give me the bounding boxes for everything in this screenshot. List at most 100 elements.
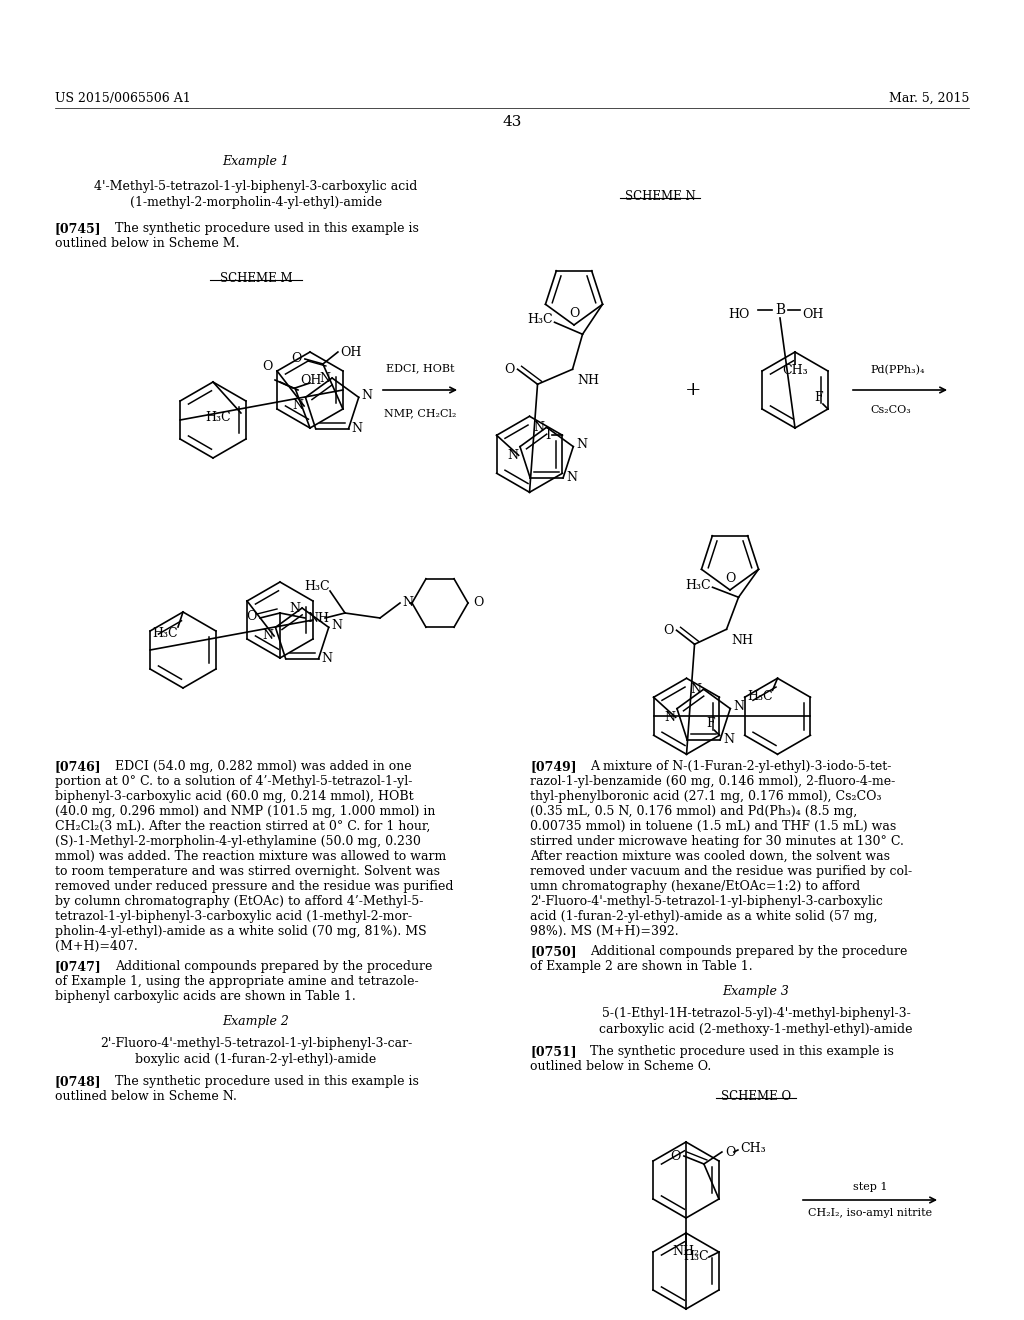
Text: I: I <box>545 428 551 442</box>
Text: O: O <box>568 308 580 319</box>
Text: N: N <box>351 422 362 436</box>
Text: NH: NH <box>307 611 329 624</box>
Text: NH: NH <box>731 635 754 647</box>
Text: N: N <box>293 400 303 412</box>
Text: outlined below in Scheme O.: outlined below in Scheme O. <box>530 1060 712 1073</box>
Text: F: F <box>814 391 823 404</box>
Text: outlined below in Scheme N.: outlined below in Scheme N. <box>55 1090 237 1104</box>
Text: CH₃: CH₃ <box>782 364 808 378</box>
Text: The synthetic procedure used in this example is: The synthetic procedure used in this exa… <box>115 222 419 235</box>
Text: 2'-Fluoro-4'-methyl-5-tetrazol-1-yl-biphenyl-3-carboxylic: 2'-Fluoro-4'-methyl-5-tetrazol-1-yl-biph… <box>530 895 883 908</box>
Text: carboxylic acid (2-methoxy-1-methyl-ethyl)-amide: carboxylic acid (2-methoxy-1-methyl-ethy… <box>599 1023 912 1035</box>
Text: N: N <box>361 389 373 401</box>
Text: [0750]: [0750] <box>530 945 577 958</box>
Text: N: N <box>507 449 518 462</box>
Text: N: N <box>566 471 578 484</box>
Text: O: O <box>671 1150 681 1163</box>
Text: EDCI (54.0 mg, 0.282 mmol) was added in one: EDCI (54.0 mg, 0.282 mmol) was added in … <box>115 760 412 774</box>
Text: Example 3: Example 3 <box>723 985 790 998</box>
Text: H₃C: H₃C <box>746 690 772 704</box>
Text: EDCI, HOBt: EDCI, HOBt <box>386 363 455 374</box>
Text: N: N <box>319 371 330 384</box>
Text: (0.35 mL, 0.5 N, 0.176 mmol) and Pd(Ph₃)₄ (8.5 mg,: (0.35 mL, 0.5 N, 0.176 mmol) and Pd(Ph₃)… <box>530 805 857 818</box>
Text: thyl-phenylboronic acid (27.1 mg, 0.176 mmol), Cs₂CO₃: thyl-phenylboronic acid (27.1 mg, 0.176 … <box>530 789 882 803</box>
Text: [0748]: [0748] <box>55 1074 101 1088</box>
Text: H₃C: H₃C <box>683 1250 709 1263</box>
Text: Additional compounds prepared by the procedure: Additional compounds prepared by the pro… <box>115 960 432 973</box>
Text: CH₂Cl₂(3 mL). After the reaction stirred at 0° C. for 1 hour,: CH₂Cl₂(3 mL). After the reaction stirred… <box>55 820 430 833</box>
Text: 5-(1-Ethyl-1H-tetrazol-5-yl)-4'-methyl-biphenyl-3-: 5-(1-Ethyl-1H-tetrazol-5-yl)-4'-methyl-b… <box>602 1007 910 1020</box>
Text: CH₃: CH₃ <box>740 1143 766 1155</box>
Text: O: O <box>725 572 735 585</box>
Text: H₃C: H₃C <box>527 313 553 326</box>
Text: HO: HO <box>729 309 750 322</box>
Text: [0751]: [0751] <box>530 1045 577 1059</box>
Text: portion at 0° C. to a solution of 4’-Methyl-5-tetrazol-1-yl-: portion at 0° C. to a solution of 4’-Met… <box>55 775 413 788</box>
Text: [0746]: [0746] <box>55 760 101 774</box>
Text: US 2015/0065506 A1: US 2015/0065506 A1 <box>55 92 190 106</box>
Text: 0.00735 mmol) in toluene (1.5 mL) and THF (1.5 mL) was: 0.00735 mmol) in toluene (1.5 mL) and TH… <box>530 820 896 833</box>
Text: outlined below in Scheme M.: outlined below in Scheme M. <box>55 238 240 249</box>
Text: Example 1: Example 1 <box>222 154 290 168</box>
Text: O: O <box>473 597 483 610</box>
Text: NMP, CH₂Cl₂: NMP, CH₂Cl₂ <box>384 408 456 418</box>
Text: razol-1-yl-benzamide (60 mg, 0.146 mmol), 2-fluoro-4-me-: razol-1-yl-benzamide (60 mg, 0.146 mmol)… <box>530 775 895 788</box>
Text: to room temperature and was stirred overnight. Solvent was: to room temperature and was stirred over… <box>55 865 440 878</box>
Text: removed under reduced pressure and the residue was purified: removed under reduced pressure and the r… <box>55 880 454 894</box>
Text: SCHEME N: SCHEME N <box>625 190 695 203</box>
Text: (40.0 mg, 0.296 mmol) and NMP (101.5 mg, 1.000 mmol) in: (40.0 mg, 0.296 mmol) and NMP (101.5 mg,… <box>55 805 435 818</box>
Text: mmol) was added. The reaction mixture was allowed to warm: mmol) was added. The reaction mixture wa… <box>55 850 446 863</box>
Text: [0745]: [0745] <box>55 222 101 235</box>
Text: H₃C: H₃C <box>304 579 330 593</box>
Text: NH: NH <box>578 375 599 387</box>
Text: N: N <box>690 682 701 696</box>
Text: +: + <box>685 381 701 399</box>
Text: SCHEME O: SCHEME O <box>721 1090 792 1104</box>
Text: N: N <box>262 630 273 643</box>
Text: N: N <box>322 652 333 665</box>
Text: The synthetic procedure used in this example is: The synthetic procedure used in this exa… <box>590 1045 894 1059</box>
Text: O: O <box>262 359 273 372</box>
Text: Pd(PPh₃)₄: Pd(PPh₃)₄ <box>870 364 925 375</box>
Text: OH: OH <box>300 374 322 387</box>
Text: H₃C: H₃C <box>153 627 178 640</box>
Text: H₃C: H₃C <box>205 411 230 424</box>
Text: Example 2: Example 2 <box>222 1015 290 1028</box>
Text: NH₂: NH₂ <box>673 1245 699 1258</box>
Text: 4'-Methyl-5-tetrazol-1-yl-biphenyl-3-carboxylic acid: 4'-Methyl-5-tetrazol-1-yl-biphenyl-3-car… <box>94 180 418 193</box>
Text: pholin-4-yl-ethyl)-amide as a white solid (70 mg, 81%). MS: pholin-4-yl-ethyl)-amide as a white soli… <box>55 925 427 939</box>
Text: H₃C: H₃C <box>685 578 711 591</box>
Text: After reaction mixture was cooled down, the solvent was: After reaction mixture was cooled down, … <box>530 850 890 863</box>
Text: by column chromatography (EtOAc) to afford 4’-Methyl-5-: by column chromatography (EtOAc) to affo… <box>55 895 423 908</box>
Text: of Example 2 are shown in Table 1.: of Example 2 are shown in Table 1. <box>530 960 753 973</box>
Text: O: O <box>504 363 514 376</box>
Text: N: N <box>733 700 744 713</box>
Text: Additional compounds prepared by the procedure: Additional compounds prepared by the pro… <box>590 945 907 958</box>
Text: N: N <box>577 438 587 451</box>
Text: Cs₂CO₃: Cs₂CO₃ <box>870 405 910 414</box>
Text: stirred under microwave heating for 30 minutes at 130° C.: stirred under microwave heating for 30 m… <box>530 836 904 847</box>
Text: N: N <box>402 597 413 610</box>
Text: acid (1-furan-2-yl-ethyl)-amide as a white solid (57 mg,: acid (1-furan-2-yl-ethyl)-amide as a whi… <box>530 909 878 923</box>
Text: biphenyl-3-carboxylic acid (60.0 mg, 0.214 mmol), HOBt: biphenyl-3-carboxylic acid (60.0 mg, 0.2… <box>55 789 414 803</box>
Text: SCHEME M: SCHEME M <box>220 272 292 285</box>
Text: step 1: step 1 <box>853 1181 887 1192</box>
Text: O: O <box>664 624 674 636</box>
Text: CH₂I₂, iso-amyl nitrite: CH₂I₂, iso-amyl nitrite <box>808 1208 932 1218</box>
Text: tetrazol-1-yl-biphenyl-3-carboxylic acid (1-methyl-2-mor-: tetrazol-1-yl-biphenyl-3-carboxylic acid… <box>55 909 412 923</box>
Text: OH: OH <box>802 309 823 322</box>
Text: OH: OH <box>340 346 361 359</box>
Text: N: N <box>332 619 343 632</box>
Text: umn chromatography (hexane/EtOAc=1:2) to afford: umn chromatography (hexane/EtOAc=1:2) to… <box>530 880 860 894</box>
Text: [0747]: [0747] <box>55 960 101 973</box>
Text: [0749]: [0749] <box>530 760 577 774</box>
Text: N: N <box>664 710 675 723</box>
Text: O: O <box>247 610 257 623</box>
Text: 98%). MS (M+H)=392.: 98%). MS (M+H)=392. <box>530 925 679 939</box>
Text: (M+H)=407.: (M+H)=407. <box>55 940 138 953</box>
Text: biphenyl carboxylic acids are shown in Table 1.: biphenyl carboxylic acids are shown in T… <box>55 990 355 1003</box>
Text: O: O <box>725 1146 735 1159</box>
Text: Mar. 5, 2015: Mar. 5, 2015 <box>889 92 969 106</box>
Text: The synthetic procedure used in this example is: The synthetic procedure used in this exa… <box>115 1074 419 1088</box>
Text: N: N <box>723 734 734 746</box>
